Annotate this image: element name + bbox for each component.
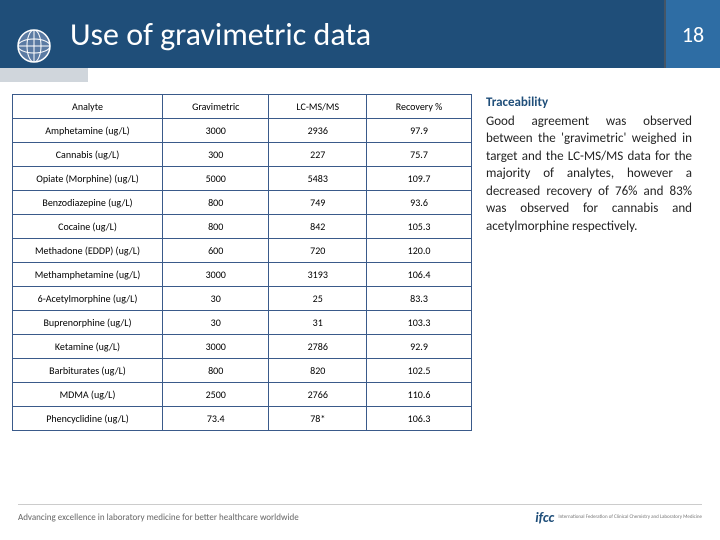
table-header-row: Analyte Gravimetric LC-MS/MS Recovery % — [13, 95, 472, 119]
table-cell: 3000 — [163, 119, 269, 143]
table-cell: 800 — [163, 191, 269, 215]
table-cell: 6-Acetylmorphine (ug/L) — [13, 287, 163, 311]
table-cell: 103.3 — [367, 311, 472, 335]
table-cell: Opiate (Morphine) (ug/L) — [13, 167, 163, 191]
table-cell: 30 — [163, 287, 269, 311]
table-cell: 3000 — [163, 263, 269, 287]
table-row: Amphetamine (ug/L)3000293697.9 — [13, 119, 472, 143]
col-lcmsms: LC-MS/MS — [269, 95, 367, 119]
table-cell: 3000 — [163, 335, 269, 359]
table-row: 6-Acetylmorphine (ug/L)302583.3 — [13, 287, 472, 311]
table-cell: 93.6 — [367, 191, 472, 215]
logo-subtext: International Federation of Clinical Che… — [558, 515, 702, 520]
table-row: Phencyclidine (ug/L)73.478*106.3 — [13, 407, 472, 431]
col-gravimetric: Gravimetric — [163, 95, 269, 119]
data-table: Analyte Gravimetric LC-MS/MS Recovery % … — [12, 94, 472, 431]
table-cell: 110.6 — [367, 383, 472, 407]
table-row: Ketamine (ug/L)3000278692.9 — [13, 335, 472, 359]
slide-footer: Advancing excellence in laboratory medic… — [18, 504, 702, 526]
slide-header: Use of gravimetric data 18 — [0, 0, 720, 68]
table-cell: 800 — [163, 359, 269, 383]
table-row: Barbiturates (ug/L)800820102.5 — [13, 359, 472, 383]
table-cell: 2786 — [269, 335, 367, 359]
header-tab-accent — [0, 68, 88, 82]
col-recovery: Recovery % — [367, 95, 472, 119]
table-cell: 73.4 — [163, 407, 269, 431]
table-cell: 5483 — [269, 167, 367, 191]
col-analyte: Analyte — [13, 95, 163, 119]
table-cell: 109.7 — [367, 167, 472, 191]
sidebar-text: Traceability Good agreement was observed… — [486, 94, 692, 431]
table-row: Cocaine (ug/L)800842105.3 — [13, 215, 472, 239]
table-cell: Phencyclidine (ug/L) — [13, 407, 163, 431]
table-cell: 800 — [163, 215, 269, 239]
table-cell: 120.0 — [367, 239, 472, 263]
table-cell: 3193 — [269, 263, 367, 287]
table-cell: MDMA (ug/L) — [13, 383, 163, 407]
table-row: Cannabis (ug/L)30022775.7 — [13, 143, 472, 167]
table-cell: 106.4 — [367, 263, 472, 287]
table-row: Opiate (Morphine) (ug/L)50005483109.7 — [13, 167, 472, 191]
ifcc-logo: ifcc International Federation of Clinica… — [535, 509, 702, 526]
table-cell: 300 — [163, 143, 269, 167]
page-number: 18 — [664, 0, 720, 68]
table-cell: 31 — [269, 311, 367, 335]
table-cell: 2766 — [269, 383, 367, 407]
globe-icon — [16, 28, 52, 64]
table-cell: 5000 — [163, 167, 269, 191]
footer-text: Advancing excellence in laboratory medic… — [18, 512, 299, 523]
table-cell: 842 — [269, 215, 367, 239]
table-cell: 2500 — [163, 383, 269, 407]
table-cell: 227 — [269, 143, 367, 167]
table-cell: 749 — [269, 191, 367, 215]
sidebar-heading: Traceability — [486, 94, 692, 112]
table-cell: Benzodiazepine (ug/L) — [13, 191, 163, 215]
table-cell: 720 — [269, 239, 367, 263]
table-cell: Barbiturates (ug/L) — [13, 359, 163, 383]
table-cell: Buprenorphine (ug/L) — [13, 311, 163, 335]
content-area: Analyte Gravimetric LC-MS/MS Recovery % … — [0, 68, 720, 431]
table-cell: Cocaine (ug/L) — [13, 215, 163, 239]
table-cell: 75.7 — [367, 143, 472, 167]
table-cell: Ketamine (ug/L) — [13, 335, 163, 359]
logo-text: ifcc — [535, 509, 554, 526]
table-row: MDMA (ug/L)25002766110.6 — [13, 383, 472, 407]
table-cell: 97.9 — [367, 119, 472, 143]
table-cell: 600 — [163, 239, 269, 263]
table-cell: Cannabis (ug/L) — [13, 143, 163, 167]
table-cell: 105.3 — [367, 215, 472, 239]
table-cell: 25 — [269, 287, 367, 311]
sidebar-body: Good agreement was observed between the … — [486, 113, 692, 236]
table-cell: Methadone (EDDP) (ug/L) — [13, 239, 163, 263]
table-cell: 106.3 — [367, 407, 472, 431]
table-row: Buprenorphine (ug/L)3031103.3 — [13, 311, 472, 335]
table-cell: 820 — [269, 359, 367, 383]
table-cell: 30 — [163, 311, 269, 335]
slide-title: Use of gravimetric data — [0, 9, 389, 60]
table-cell: 2936 — [269, 119, 367, 143]
table-cell: 78* — [269, 407, 367, 431]
table-row: Methadone (EDDP) (ug/L)600720120.0 — [13, 239, 472, 263]
table-cell: 92.9 — [367, 335, 472, 359]
table-row: Benzodiazepine (ug/L)80074993.6 — [13, 191, 472, 215]
table-cell: Methamphetamine (ug/L) — [13, 263, 163, 287]
table-cell: 83.3 — [367, 287, 472, 311]
table-row: Methamphetamine (ug/L)30003193106.4 — [13, 263, 472, 287]
table-cell: Amphetamine (ug/L) — [13, 119, 163, 143]
table-cell: 102.5 — [367, 359, 472, 383]
